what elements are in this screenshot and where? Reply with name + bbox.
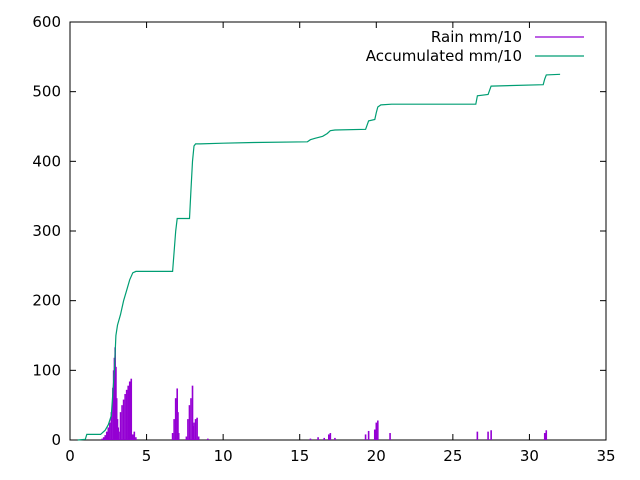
y-tick-label: 0 (51, 431, 61, 449)
x-tick-label: 25 (443, 447, 462, 465)
y-tick-label: 600 (32, 13, 61, 31)
x-tick-label: 20 (367, 447, 386, 465)
x-tick-label: 30 (520, 447, 539, 465)
x-tick-label: 15 (290, 447, 309, 465)
y-tick-label: 100 (32, 361, 61, 379)
rain-series (101, 347, 548, 440)
x-tick-label: 35 (596, 447, 615, 465)
y-tick-label: 500 (32, 83, 61, 101)
accumulated-series (77, 73, 561, 441)
y-tick-label: 200 (32, 292, 61, 310)
y-tick-label: 300 (32, 222, 61, 240)
x-tick-label: 0 (65, 447, 75, 465)
x-tick-label: 10 (214, 447, 233, 465)
legend-label: Rain mm/10 (431, 28, 522, 46)
legend-label: Accumulated mm/10 (366, 47, 522, 65)
x-tick-label: 5 (142, 447, 152, 465)
y-tick-label: 400 (32, 152, 61, 170)
axis-ticks: 0 5 10 15 20 25 30 35 0 100 200 300 400 500 600 (32, 13, 615, 465)
accumulated-line (77, 73, 561, 441)
